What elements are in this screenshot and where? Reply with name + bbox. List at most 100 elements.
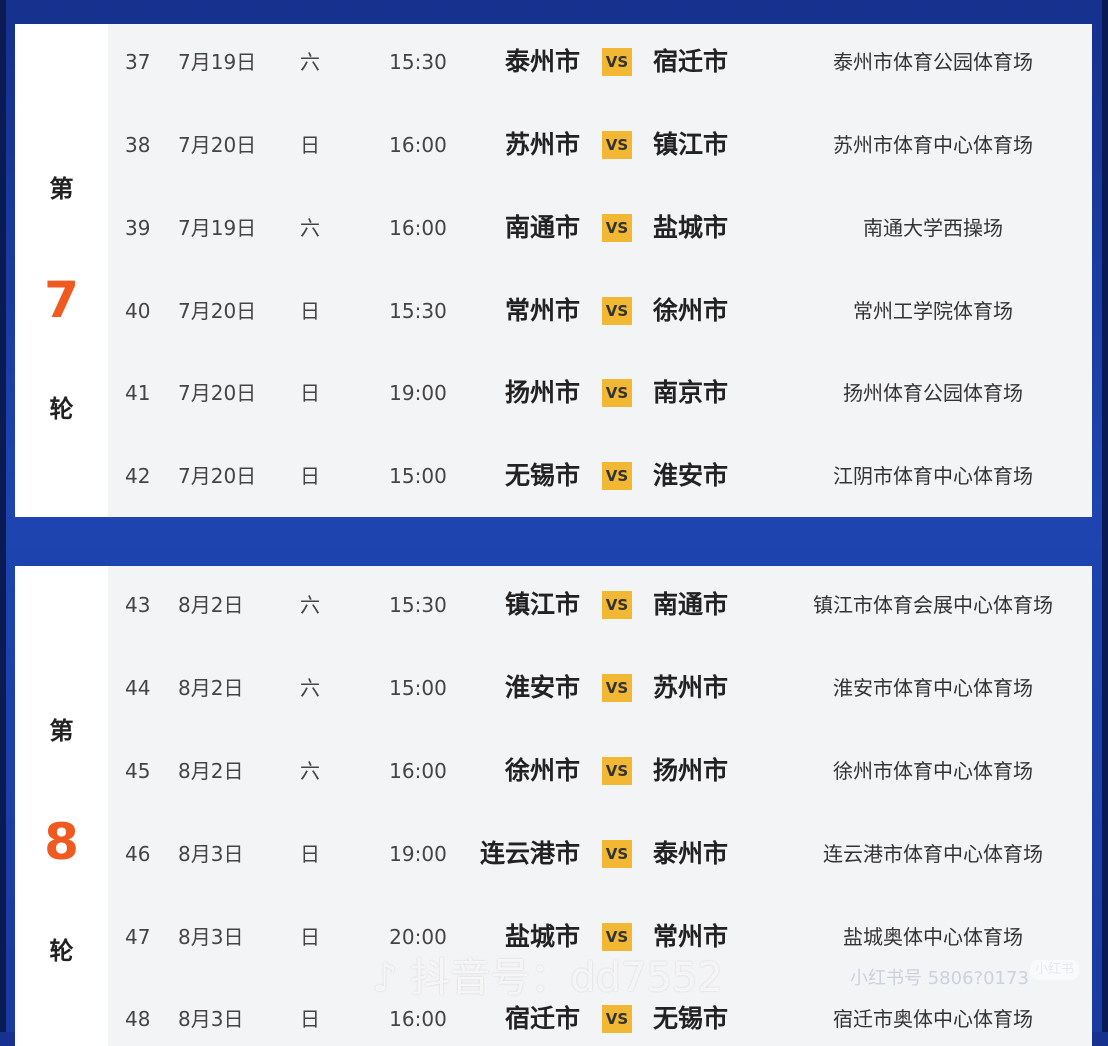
round-number: 7 [44, 271, 79, 329]
away-team: 无锡市 [653, 1004, 729, 1033]
home-team: 常州市 [504, 296, 580, 325]
match-date: 8月2日 [178, 593, 244, 617]
match-date: 7月20日 [178, 299, 257, 323]
match-list: 43 8月2日六 15:30 镇江市 VS 南通市 镇江市体育会展中心体育场 44 8月2日六 1… [108, 566, 1092, 1046]
match-weekday: 六 [300, 759, 320, 783]
vs-badge: VS [602, 462, 632, 490]
match-row: 39 7月19日 六 16:00 南通市 VS 盐城市 南通大学西操场 [108, 208, 1092, 248]
match-time: 16:00 [389, 133, 447, 157]
match-time: 15:00 [389, 464, 447, 488]
vs-badge: VS [602, 1005, 632, 1033]
vs-badge: VS [602, 379, 632, 407]
away-team: 淮安市 [653, 461, 729, 490]
match-weekday: 日 [300, 925, 320, 949]
match-date: 8月3日 [178, 925, 244, 949]
match-time: 15:30 [389, 593, 447, 617]
match-number: 42 [125, 464, 151, 488]
match-time: 15:30 [389, 299, 447, 323]
match-row: 44 8月2日 六 15:00 淮安市 VS 苏州市 淮安市体育中心体育场 [108, 668, 1092, 708]
match-row: 38 7月20日 日 16:00 苏州市 VS 镇江市 苏州市体育中心体育场 [108, 125, 1092, 165]
match-date: 8月3日 [178, 1007, 244, 1031]
vs-badge: VS [602, 214, 632, 242]
round-label: 第 8 轮 [15, 566, 108, 1046]
match-number: 45 [125, 759, 151, 783]
away-team: 泰州市 [653, 839, 729, 868]
vs-badge: VS [602, 674, 632, 702]
match-row: 45 8月2日 六 16:00 徐州市 VS 扬州市 徐州市体育中心体育场 [108, 751, 1092, 791]
match-row: 37 7月19日 六 15:30 泰州市 VS 宿迁市 泰州市体育公园体育场 [108, 42, 1092, 82]
match-date: 8月3日 [178, 842, 244, 866]
match-time: 15:30 [389, 50, 447, 74]
match-row: 43 8月2日 六 15:30 镇江市 VS 南通市 镇江市体育会展中心体育场 [108, 585, 1092, 625]
venue: 盐城奥体中心体育场 [843, 925, 1023, 949]
left-edge [0, 0, 6, 1032]
match-weekday: 六 [300, 216, 320, 240]
round-number: 8 [44, 813, 79, 871]
home-team: 徐州市 [504, 756, 580, 785]
match-time: 20:00 [389, 925, 447, 949]
vs-badge: VS [602, 297, 632, 325]
match-date: 7月20日 [178, 381, 257, 405]
venue: 镇江市体育会展中心体育场 [813, 593, 1053, 617]
away-team: 宿迁市 [653, 47, 729, 76]
round-suffix: 轮 [49, 937, 74, 965]
match-weekday: 日 [300, 299, 320, 323]
match-weekday: 日 [300, 1007, 320, 1031]
match-date: 7月20日 [178, 464, 257, 488]
match-time: 15:00 [389, 676, 447, 700]
match-row: 48 8月3日 日 16:00 宿迁市 VS 无锡市 宿迁市奥体中心体育场 [108, 999, 1092, 1039]
match-number: 38 [125, 133, 151, 157]
home-team: 苏州市 [504, 130, 580, 159]
home-team: 淮安市 [504, 673, 580, 702]
vs-badge: VS [602, 923, 632, 951]
away-team: 苏州市 [653, 673, 729, 702]
right-edge [1102, 0, 1108, 1032]
match-row: 42 7月20日 日 15:00 无锡市 VS 淮安市 江阴市体育中心体育场 [108, 456, 1092, 496]
vs-badge: VS [602, 131, 632, 159]
match-row: 40 7月20日 日 15:30 常州市 VS 徐州市 常州工学院体育场 [108, 291, 1092, 331]
match-time: 16:00 [389, 1007, 447, 1031]
match-row: 47 8月3日 日 20:00 盐城市 VS 常州市 盐城奥体中心体育场 [108, 917, 1092, 957]
round-suffix: 轮 [49, 395, 74, 423]
match-number: 41 [125, 381, 151, 405]
match-weekday: 六 [300, 50, 320, 74]
venue: 南通大学西操场 [863, 216, 1003, 240]
xiaohongshu-logo-watermark: 小红书 [1030, 960, 1080, 980]
match-date: 7月19日 [178, 50, 257, 74]
match-number: 47 [125, 925, 151, 949]
venue: 苏州市体育中心体育场 [833, 133, 1033, 157]
home-team: 连云港市 [479, 839, 580, 868]
round-card: 第 8 轮 43 8月2日六 15:30 镇江市 VS 南通市 镇江市体育会展中心体育场 44 8月2… [15, 566, 1092, 1046]
home-team: 盐城市 [504, 922, 580, 951]
home-team: 扬州市 [504, 378, 580, 407]
match-date: 7月20日 [178, 133, 257, 157]
away-team: 徐州市 [653, 296, 729, 325]
match-weekday: 六 [300, 593, 320, 617]
match-weekday: 日 [300, 842, 320, 866]
match-weekday: 六 [300, 676, 320, 700]
match-time: 19:00 [389, 381, 447, 405]
douyin-watermark: ♪ 抖音号：dd7552 [372, 955, 723, 1001]
venue: 泰州市体育公园体育场 [833, 50, 1033, 74]
match-row: 41 7月20日 日 19:00 扬州市 VS 南京市 扬州体育公园体育场 [108, 373, 1092, 413]
match-number: 43 [125, 593, 151, 617]
xiaohongshu-id-watermark: 小红书号 5806?0173 [850, 968, 1029, 989]
away-team: 常州市 [653, 922, 729, 951]
vs-badge: VS [602, 48, 632, 76]
home-team: 南通市 [504, 213, 580, 242]
match-number: 37 [125, 50, 151, 74]
venue: 江阴市体育中心体育场 [833, 464, 1033, 488]
vs-badge: VS [602, 840, 632, 868]
match-number: 40 [125, 299, 151, 323]
away-team: 镇江市 [653, 130, 729, 159]
match-time: 16:00 [389, 759, 447, 783]
away-team: 南京市 [653, 378, 729, 407]
away-team: 南通市 [653, 590, 729, 619]
match-number: 48 [125, 1007, 151, 1031]
venue: 徐州市体育中心体育场 [833, 759, 1033, 783]
home-team: 宿迁市 [504, 1004, 580, 1033]
vs-badge: VS [602, 591, 632, 619]
match-weekday: 日 [300, 133, 320, 157]
round-label: 第 7 轮 [15, 24, 108, 517]
match-number: 44 [125, 676, 151, 700]
